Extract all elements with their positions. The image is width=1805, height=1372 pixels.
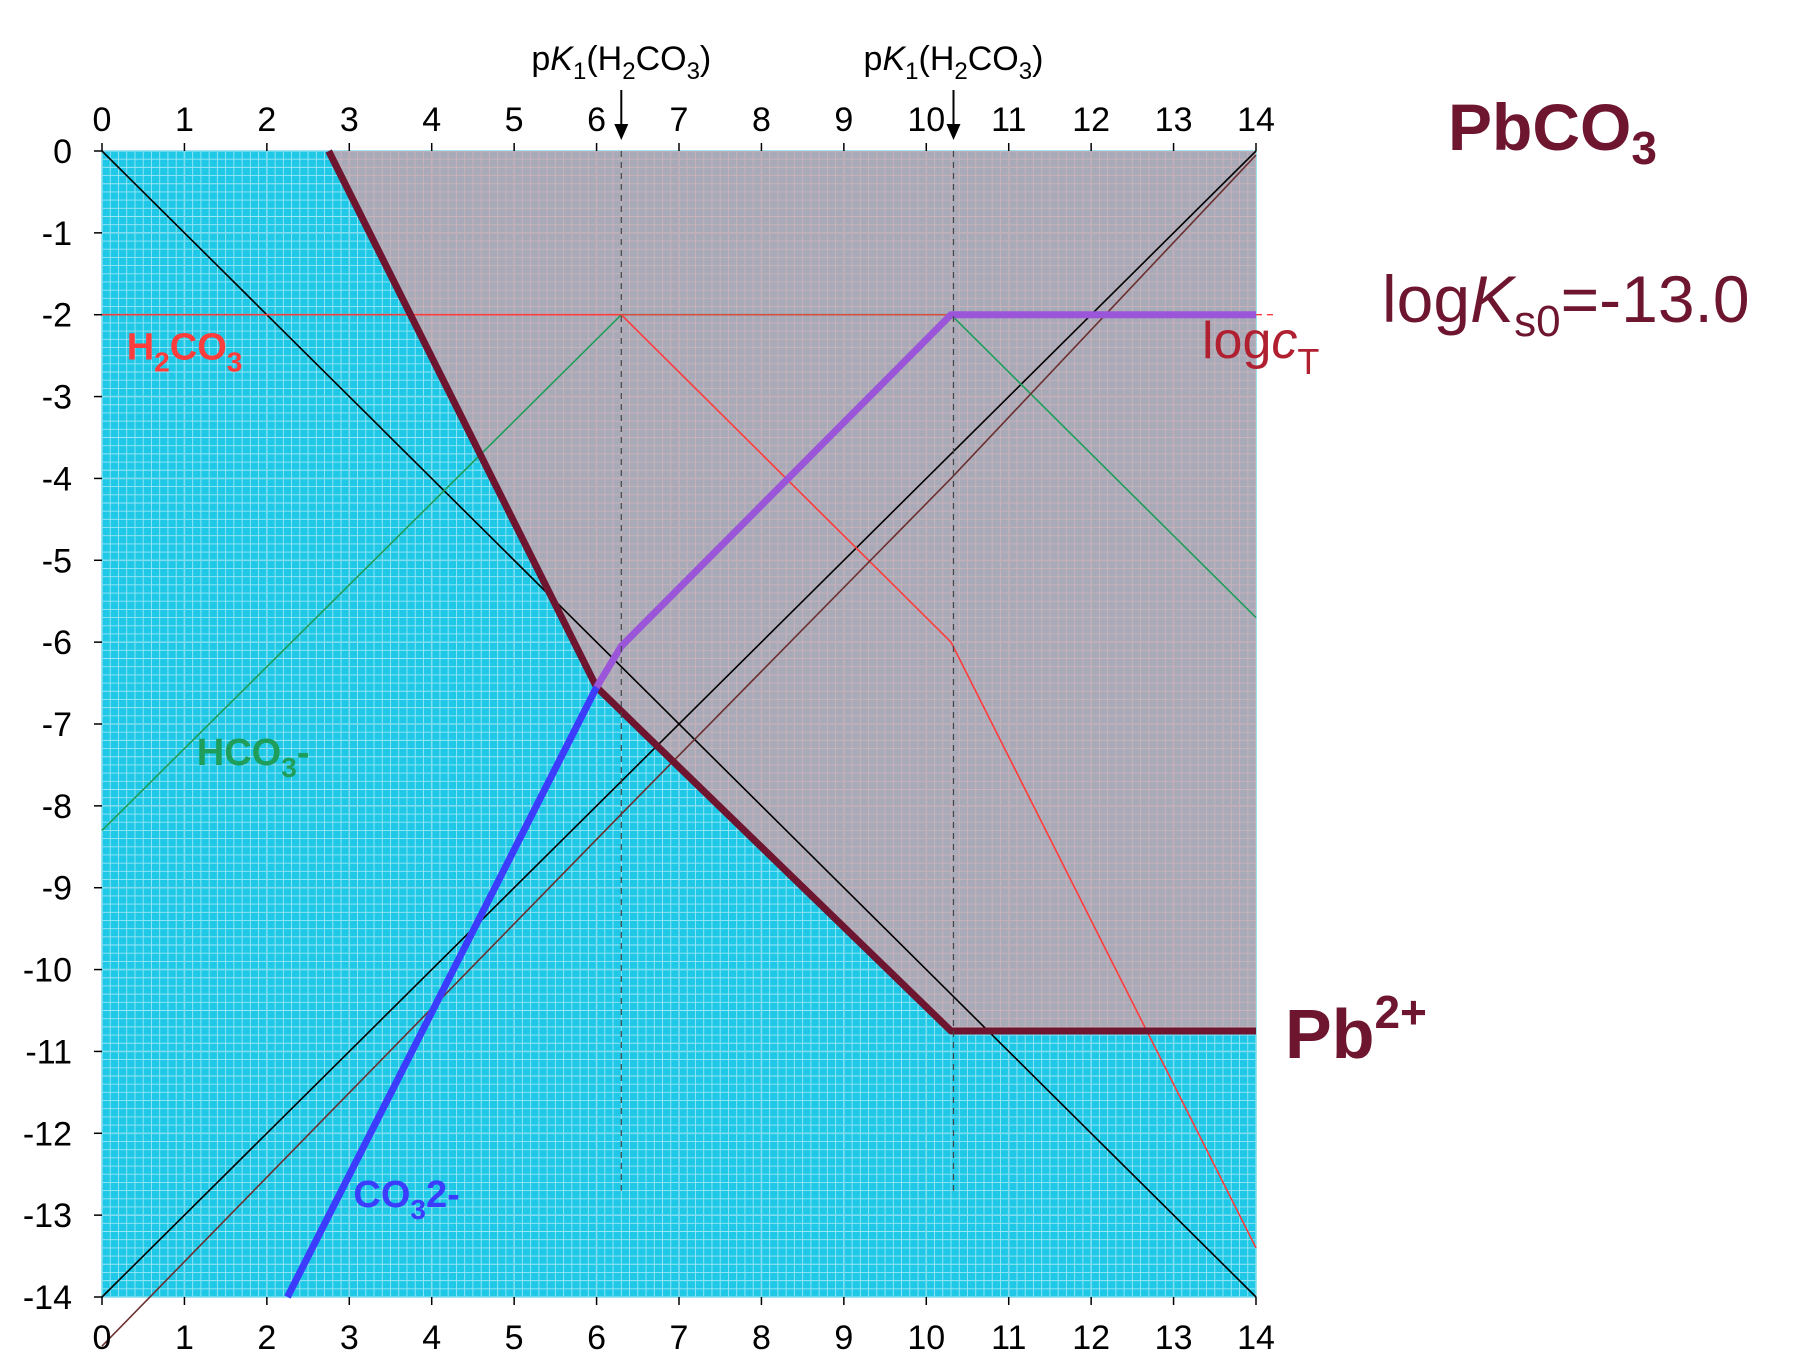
y-tick--12: -12 (23, 1115, 72, 1153)
y-tick--5: -5 (42, 542, 72, 580)
x-tick-top-8: 8 (752, 101, 771, 139)
x-tick-bottom-11: 11 (991, 1319, 1026, 1357)
x-tick-top-4: 4 (422, 101, 441, 139)
x-tick-top-2: 2 (257, 101, 276, 139)
ct-eq-line (593, 311, 1256, 689)
log-ct-label: logcT (1202, 312, 1319, 382)
y-tick--6: -6 (42, 624, 72, 662)
chart-title: PbCO3 (1448, 90, 1657, 174)
y-tick--7: -7 (42, 706, 72, 744)
x-tick-bottom-9: 9 (834, 1319, 853, 1357)
x-tick-top-9: 9 (834, 101, 853, 139)
axis-ticks: 0011223344556677889910101111121213131414… (23, 101, 1275, 1357)
y-tick--2: -2 (42, 297, 72, 335)
x-tick-bottom-4: 4 (422, 1319, 441, 1357)
x-tick-bottom-1: 1 (175, 1319, 194, 1357)
y-tick--13: -13 (23, 1197, 72, 1235)
pk-arrow-head-1 (946, 124, 961, 140)
chart-subtitle: logKs0=-13.0 (1382, 262, 1750, 346)
x-tick-top-13: 13 (1155, 101, 1193, 139)
x-tick-top-5: 5 (505, 101, 524, 139)
x-tick-top-11: 11 (991, 101, 1026, 139)
pk-label-1: pK1(H2CO3) (864, 40, 1044, 85)
pb-label: Pb2+ (1285, 986, 1427, 1073)
h2co3-label: H2CO3 (127, 327, 243, 378)
y-tick--3: -3 (42, 379, 72, 417)
y-tick-0: 0 (53, 133, 72, 171)
x-tick-bottom-12: 12 (1072, 1319, 1110, 1357)
x-tick-top-12: 12 (1072, 101, 1110, 139)
pb-line (325, 149, 1256, 1035)
x-tick-bottom-7: 7 (670, 1319, 689, 1357)
x-tick-top-3: 3 (340, 101, 359, 139)
co3-label: CO32- (353, 1174, 459, 1225)
y-tick--11: -11 (25, 1033, 72, 1071)
x-tick-bottom-2: 2 (257, 1319, 276, 1357)
x-tick-top-6: 6 (587, 101, 606, 139)
x-tick-top-1: 1 (175, 101, 194, 139)
x-tick-top-14: 14 (1237, 101, 1275, 139)
species-labels: H2CO3 HCO3- CO32- (127, 327, 460, 1225)
x-tick-bottom-13: 13 (1155, 1319, 1193, 1357)
pk-label-0: pK1(H2CO3) (531, 40, 711, 85)
y-tick--4: -4 (42, 460, 72, 498)
y-tick--10: -10 (23, 952, 72, 990)
hco3-label: HCO3- (197, 732, 310, 783)
pbco3-solid-region (328, 151, 1256, 1031)
x-tick-top-0: 0 (93, 101, 112, 139)
x-tick-bottom-14: 14 (1237, 1319, 1275, 1357)
x-tick-bottom-8: 8 (752, 1319, 771, 1357)
series-lines (101, 149, 1278, 1347)
y-tick--9: -9 (42, 870, 72, 908)
y-tick--1: -1 (42, 215, 72, 253)
x-tick-bottom-6: 6 (587, 1319, 606, 1357)
x-tick-bottom-5: 5 (505, 1319, 524, 1357)
solid-region (328, 151, 1256, 1031)
y-tick--8: -8 (42, 788, 72, 826)
oh-line (101, 150, 1257, 1298)
co3-eq-line (284, 685, 600, 1299)
x-tick-top-7: 7 (670, 101, 689, 139)
x-tick-bottom-10: 10 (907, 1319, 945, 1357)
pk-arrow-head-0 (614, 124, 629, 140)
x-tick-bottom-3: 3 (340, 1319, 359, 1357)
x-tick-bottom-0: 0 (93, 1319, 112, 1357)
x-tick-top-10: 10 (907, 101, 945, 139)
pk-markers: pK1(H2CO3) pK1(H2CO3) (531, 40, 1043, 1191)
y-tick--14: -14 (23, 1279, 72, 1317)
